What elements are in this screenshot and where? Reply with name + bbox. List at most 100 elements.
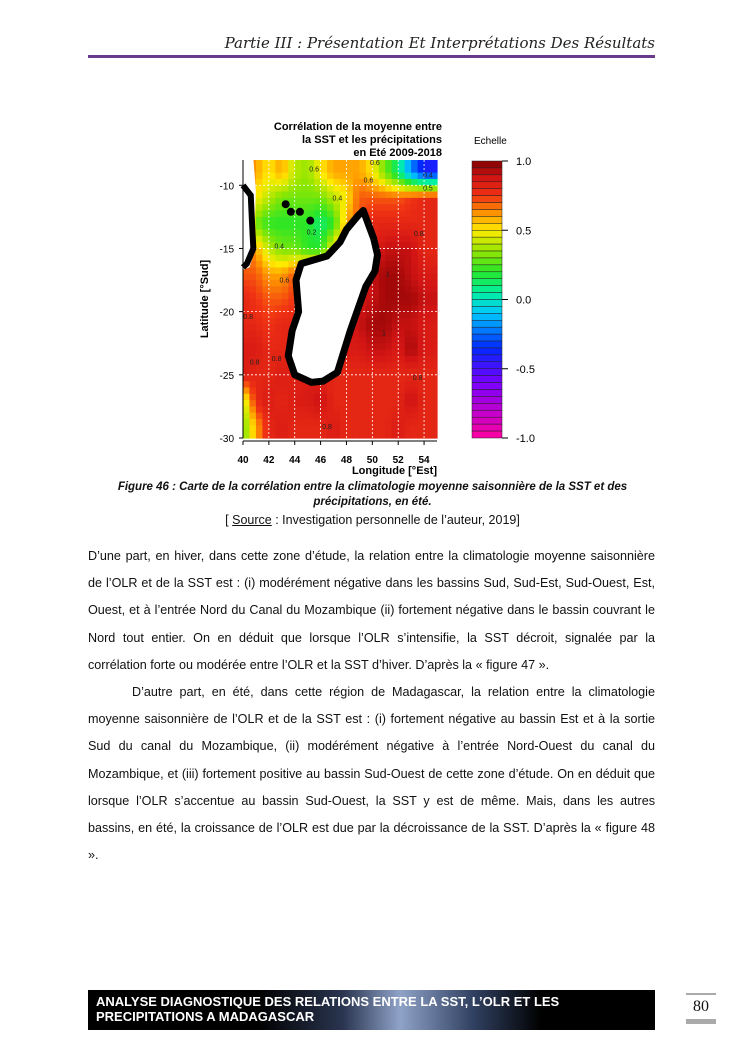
map-cell: [398, 204, 406, 212]
map-cell: [398, 374, 406, 382]
y-tick-label: -25: [220, 371, 235, 382]
map-cell: [275, 229, 283, 237]
contour-label: 0.6: [364, 178, 374, 185]
map-cell: [275, 254, 283, 262]
map-cell: [281, 305, 289, 313]
map-cell: [327, 204, 335, 212]
map-cell: [314, 204, 322, 212]
map-cell: [307, 412, 315, 420]
map-cell: [411, 368, 419, 376]
map-cell: [255, 387, 263, 395]
map-cell: [385, 223, 393, 231]
map-cell: [398, 412, 406, 420]
map-cell: [417, 355, 425, 363]
map-cell: [417, 311, 425, 319]
map-cell: [301, 235, 309, 243]
map-cell: [255, 210, 263, 218]
map-cell: [430, 197, 438, 205]
map-cell: [346, 172, 354, 180]
map-cell: [378, 261, 386, 269]
map-cell: [294, 254, 302, 262]
map-cell: [333, 431, 341, 439]
map-cell: [281, 355, 289, 363]
map-cell: [411, 406, 419, 414]
map-cell: [268, 223, 276, 231]
map-cell: [268, 425, 276, 433]
map-cell: [314, 216, 322, 224]
map-cell: [378, 317, 386, 325]
map-cell: [411, 280, 419, 287]
colorbar-tick-label: -0.5: [516, 364, 535, 376]
map-cell: [320, 406, 328, 414]
map-cell: [281, 419, 289, 426]
map-cell: [281, 368, 289, 376]
map-cell: [398, 248, 406, 256]
map-cell: [346, 166, 354, 174]
map-cell: [359, 311, 367, 319]
map-cell: [372, 191, 380, 199]
map-cell: [404, 355, 412, 363]
map-cell: [359, 172, 367, 180]
footer-banner-line1: ANALYSE DIAGNOSTIQUE DES RELATIONS ENTRE…: [96, 994, 560, 1009]
map-cell: [320, 216, 328, 224]
map-cell: [398, 160, 406, 167]
map-cell: [417, 305, 425, 313]
map-cell: [378, 362, 386, 370]
colorbar-swatch: [471, 181, 503, 189]
map-cell: [391, 374, 399, 382]
colorbar-tick-label: -1.0: [516, 433, 535, 445]
map-cell: [275, 362, 283, 370]
map-cell: [327, 229, 335, 237]
map-cell: [249, 393, 257, 401]
map-cell: [424, 324, 432, 332]
colorbar-swatch: [471, 195, 503, 203]
map-cell: [268, 368, 276, 376]
map-cell: [359, 412, 367, 420]
map-cell: [255, 419, 263, 426]
map-cell: [430, 261, 438, 269]
map-cell: [243, 330, 251, 338]
map-cell: [378, 197, 386, 205]
map-cell: [411, 336, 419, 344]
map-cell: [424, 412, 432, 420]
map-cell: [301, 160, 309, 167]
map-cell: [411, 419, 419, 426]
map-cell: [275, 317, 283, 325]
map-cell: [243, 349, 251, 357]
map-cell: [320, 229, 328, 237]
map-cell: [320, 210, 328, 218]
map-cell: [430, 204, 438, 212]
colorbar-swatch: [471, 209, 503, 217]
map-cell: [249, 305, 257, 313]
map-cell: [268, 286, 276, 294]
map-cell: [275, 235, 283, 243]
map-cell: [404, 311, 412, 319]
colorbar-swatch: [471, 236, 503, 245]
map-cell: [398, 368, 406, 376]
map-cell: [385, 406, 393, 414]
map-cell: [255, 336, 263, 344]
map-cell: [281, 261, 289, 269]
map-cell: [346, 412, 354, 420]
map-cell: [352, 343, 360, 351]
x-tick-label: 52: [393, 455, 405, 466]
colorbar-swatch: [471, 340, 503, 349]
map-cell: [275, 419, 283, 426]
map-cell: [430, 166, 438, 174]
map-cell: [340, 412, 348, 420]
map-cell: [424, 223, 432, 231]
map-cell: [249, 387, 257, 395]
map-cell: [268, 216, 276, 224]
map-cell: [398, 311, 406, 319]
map-cell: [391, 330, 399, 338]
map-cell: [249, 254, 257, 262]
map-cell: [275, 210, 283, 218]
map-cell: [417, 349, 425, 357]
map-cell: [255, 362, 263, 370]
map-cell: [262, 280, 270, 287]
map-cell: [424, 273, 432, 281]
map-cell: [385, 330, 393, 338]
map-cell: [262, 336, 270, 344]
map-cell: [249, 368, 257, 376]
map-cell: [424, 160, 432, 167]
